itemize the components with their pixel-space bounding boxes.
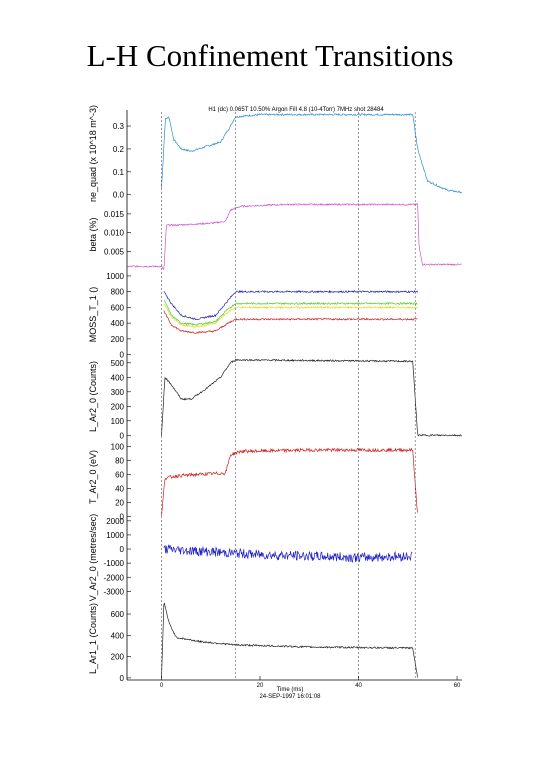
y-tick-label: 0.1	[113, 168, 125, 177]
y-axis-label: L_Ar1_1 (Counts)	[88, 603, 98, 674]
y-tick-label: 0.005	[104, 247, 125, 256]
panels-group: 0.30.20.10.0ne_quad (x 10^18 m^-3)0.0150…	[88, 105, 463, 683]
y-axis-label: MOSS_T_1 ()	[88, 287, 98, 343]
y-axis-label: L_Ar2_0 (Counts)	[88, 361, 98, 432]
series-line	[126, 202, 462, 271]
y-tick-label: 400	[111, 373, 125, 382]
series-line	[161, 447, 418, 516]
series-line	[163, 310, 418, 334]
y-tick-label: 600	[111, 610, 125, 619]
series-line	[161, 602, 418, 679]
y-tick-label: -2000	[104, 573, 125, 582]
y-tick-label: 500	[111, 359, 125, 368]
series-line	[163, 544, 413, 563]
y-tick-label: 1000	[106, 531, 124, 540]
series-line	[163, 303, 418, 328]
x-tick-label: 40	[355, 683, 362, 689]
y-axis-label: T_Ar2_0 (eV)	[88, 450, 98, 504]
series-line	[163, 289, 418, 321]
y-tick-label: 600	[111, 303, 125, 312]
y-tick-label: 2000	[106, 517, 124, 526]
y-tick-label: 80	[115, 457, 124, 466]
y-tick-label: 300	[111, 388, 125, 397]
time-axis: 0 20 40 60	[127, 676, 462, 689]
y-tick-label: -3000	[104, 587, 125, 596]
y-tick-label: 0	[120, 674, 125, 683]
y-axis-label: ne_quad (x 10^18 m^-3)	[88, 105, 98, 202]
y-tick-label: 200	[111, 402, 125, 411]
x-tick-label: 20	[257, 683, 264, 689]
panel-1: 0.3 0.2 0.1 0.0 ne_quad (x 10^18 m^-3)	[88, 105, 463, 202]
panel-2: 0.015 0.010 0.005 beta (%)	[88, 197, 462, 272]
y-tick-label: 400	[111, 319, 125, 328]
y-tick-label: 1000	[106, 272, 124, 281]
figure-footer: 24-SEP-1997 16:01:08	[259, 694, 321, 700]
y-tick-label: 400	[111, 631, 125, 640]
y-tick-label: 20	[115, 499, 124, 508]
y-tick-label: 200	[111, 335, 125, 344]
series-line	[163, 299, 418, 326]
y-axis-label: beta (%)	[88, 217, 98, 251]
y-tick-label: 0	[120, 545, 125, 554]
series-line	[161, 358, 462, 437]
slide-title: L-H Confinement Transitions	[86, 38, 454, 73]
figure-header: H1 (dc) 0.065T 10.50% Argon Fill 4.8 (10…	[208, 107, 384, 113]
y-tick-label: 0.015	[104, 210, 125, 219]
y-tick-label: 100	[111, 443, 125, 452]
panel-5: 100 80 60 40 20 0 T_Ar2_0 (eV)	[88, 436, 418, 522]
y-tick-label: 800	[111, 288, 125, 297]
y-tick-label: 0.2	[113, 145, 125, 154]
panel-3: 1000 800 600 400 200 0 MOSS_T_1 ()	[88, 272, 418, 360]
y-tick-label: -1000	[104, 559, 125, 568]
x-axis-label: Time (ms)	[277, 687, 304, 693]
panel-6: 2000 1000 0 -1000 -2000 -3000 V_Ar2_0 (metres/…	[88, 514, 413, 602]
y-tick-label: 0.0	[113, 191, 125, 200]
y-tick-label: 0.3	[113, 122, 125, 131]
panel-7: 600 400 200 0 L_Ar1_1 (Counts)	[88, 597, 418, 683]
y-tick-label: 200	[111, 653, 125, 662]
y-tick-label: 60	[115, 471, 124, 480]
y-tick-label: 0	[120, 431, 125, 440]
panel-4: 500 400 300 200 100 0 L_Ar2_0 (Counts)	[88, 357, 462, 440]
y-axis-label: V_Ar2_0 (metres/sec)	[88, 514, 98, 602]
x-tick-label: 60	[454, 683, 461, 689]
y-tick-label: 100	[111, 417, 125, 426]
series-line	[161, 113, 463, 194]
y-tick-label: 0	[120, 351, 125, 360]
x-tick-label: 0	[160, 683, 164, 689]
y-tick-label: 0.010	[104, 229, 125, 238]
y-tick-label: 0	[120, 513, 125, 522]
y-tick-label: 40	[115, 485, 124, 494]
